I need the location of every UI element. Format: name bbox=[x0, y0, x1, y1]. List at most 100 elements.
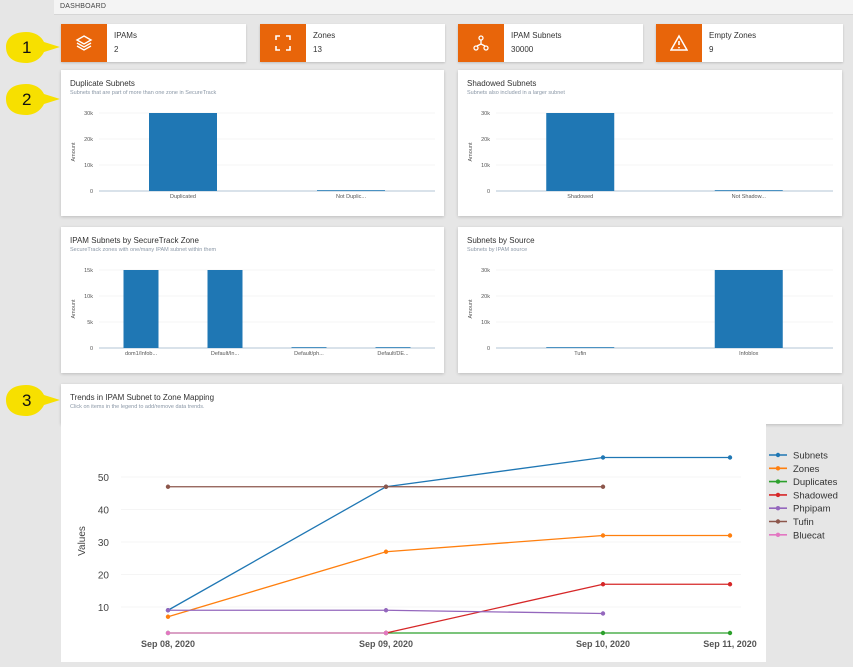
x-tick-label: Duplicated bbox=[170, 194, 196, 200]
y-tick-label: 20k bbox=[481, 294, 490, 300]
y-tick-label: 0 bbox=[487, 189, 490, 195]
data-point bbox=[383, 608, 389, 613]
tile-icon-box bbox=[260, 24, 306, 62]
tile-label: Empty Zones bbox=[709, 31, 757, 40]
y-tick-label: 10k bbox=[481, 163, 490, 169]
legend-marker[interactable] bbox=[775, 466, 781, 471]
y-tick-label: 30 bbox=[98, 538, 110, 549]
y-tick-label: 30k bbox=[481, 111, 490, 117]
y-tick-label: 10k bbox=[84, 163, 93, 169]
zone-frame-icon bbox=[275, 35, 291, 51]
tile-value: 30000 bbox=[511, 45, 534, 54]
y-tick-label: 15k bbox=[84, 268, 93, 274]
x-tick-label: Tufin bbox=[574, 351, 586, 357]
y-axis-label: Amount bbox=[71, 142, 77, 161]
legend-label[interactable]: Subnets bbox=[793, 451, 828, 462]
data-point bbox=[727, 455, 733, 460]
data-point bbox=[727, 533, 733, 538]
y-tick-label: 5k bbox=[87, 320, 93, 326]
y-tick-label: 20k bbox=[481, 137, 490, 143]
legend-label[interactable]: Bluecat bbox=[793, 530, 825, 541]
bar bbox=[375, 347, 411, 348]
tile-ipams[interactable]: IPAMs 2 bbox=[61, 24, 246, 62]
card-title: Duplicate Subnets bbox=[70, 79, 135, 88]
legend[interactable]: Subnets Zones Duplicates Shadowed Phpipam Tuf… bbox=[765, 449, 853, 549]
subnets-by-zone-chart: 0 5k 10k 15k Amount dom1/Infob... Default/In..… bbox=[71, 268, 435, 357]
data-point bbox=[383, 484, 389, 489]
series-line-zones bbox=[167, 534, 730, 618]
legend-label[interactable]: Zones bbox=[793, 464, 820, 475]
y-tick-label: 30k bbox=[84, 111, 93, 117]
data-point bbox=[600, 630, 606, 636]
callout-number: 1 bbox=[22, 38, 32, 57]
card-duplicate-subnets: Duplicate Subnets Subnets that are part … bbox=[61, 70, 444, 216]
layers-icon bbox=[75, 35, 93, 51]
data-point bbox=[383, 630, 389, 636]
subnets-by-source-chart: 0 10k 20k 30k Amount Tufin Infoblox bbox=[468, 268, 833, 357]
legend-svg[interactable]: Subnets Zones Duplicates Shadowed Phpipam Tuf… bbox=[765, 449, 853, 549]
duplicate-subnets-chart: 0 10k 20k 30k Amount Duplicated Not Duplic... bbox=[71, 111, 435, 200]
data-point bbox=[600, 533, 606, 538]
tile-label: IPAM Subnets bbox=[511, 31, 562, 40]
legend-marker[interactable] bbox=[775, 492, 781, 498]
card-subnets-by-zone: IPAM Subnets by SecureTrack Zone SecureT… bbox=[61, 227, 444, 373]
tile-icon-box bbox=[656, 24, 702, 62]
tile-ipam-subnets[interactable]: IPAM Subnets 30000 bbox=[458, 24, 643, 62]
bar bbox=[317, 190, 385, 191]
card-title: Trends in IPAM Subnet to Zone Mapping bbox=[70, 393, 215, 402]
bar bbox=[207, 270, 243, 348]
legend-marker[interactable] bbox=[775, 532, 781, 537]
x-tick-label: Default/DE... bbox=[377, 351, 409, 357]
y-tick-label: 30k bbox=[481, 268, 490, 274]
legend-marker[interactable] bbox=[775, 452, 781, 458]
legend-label[interactable]: Shadowed bbox=[793, 490, 838, 501]
tile-empty-zones[interactable]: Empty Zones 9 bbox=[656, 24, 843, 62]
card-trends: Trends in IPAM Subnet to Zone Mapping Cl… bbox=[61, 384, 842, 424]
data-point bbox=[600, 582, 606, 587]
trends-line-chart: 10 20 30 40 50 Values Sep 08, 2020 Sep 09, 2020… bbox=[77, 455, 757, 649]
card-subnets-by-source: Subnets by Source Subnets by IPAM source… bbox=[458, 227, 842, 373]
y-axis-label: Values bbox=[77, 526, 88, 556]
data-point bbox=[165, 614, 171, 619]
bar bbox=[714, 270, 783, 348]
page-title: DASHBOARD bbox=[60, 3, 107, 10]
y-tick-label: 20k bbox=[84, 137, 93, 143]
y-tick-label: 40 bbox=[98, 506, 110, 517]
bar bbox=[149, 113, 217, 191]
data-point bbox=[727, 630, 733, 636]
legend-label[interactable]: Phpipam bbox=[793, 504, 831, 515]
x-tick-label: Infoblox bbox=[739, 351, 759, 357]
data-point bbox=[727, 582, 733, 587]
x-tick-label: Shadowed bbox=[567, 194, 593, 200]
card-title: Shadowed Subnets bbox=[467, 79, 537, 88]
card-shadowed-subnets: Shadowed Subnets Subnets also included i… bbox=[458, 70, 842, 216]
card-title: IPAM Subnets by SecureTrack Zone bbox=[70, 236, 199, 245]
tile-icon-box bbox=[458, 24, 504, 62]
legend-marker[interactable] bbox=[775, 479, 781, 484]
x-tick-label: Not Shadow... bbox=[732, 194, 767, 200]
top-bar: DASHBOARD bbox=[54, 0, 853, 15]
y-tick-label: 0 bbox=[90, 189, 93, 195]
x-tick-label: Not Duplic... bbox=[336, 194, 366, 200]
card-subtitle: SecureTrack zones with one/many IPAM sub… bbox=[70, 247, 217, 253]
legend-label[interactable]: Tufin bbox=[793, 517, 814, 528]
data-point bbox=[600, 611, 606, 616]
y-tick-label: 0 bbox=[487, 346, 490, 352]
card-subtitle: Subnets by IPAM source bbox=[467, 247, 528, 253]
x-tick-label: Sep 09, 2020 bbox=[359, 639, 413, 649]
series-line-subnets bbox=[167, 456, 730, 611]
tile-zones[interactable]: Zones 13 bbox=[260, 24, 445, 62]
shadowed-subnets-chart: 0 10k 20k 30k Amount Shadowed Not Shadow... bbox=[468, 111, 833, 200]
x-tick-label: Sep 10, 2020 bbox=[576, 639, 630, 649]
bar bbox=[123, 270, 159, 348]
data-point bbox=[165, 608, 171, 613]
y-tick-label: 10k bbox=[481, 320, 490, 326]
y-tick-label: 10k bbox=[84, 294, 93, 300]
bar bbox=[714, 190, 783, 191]
legend-marker[interactable] bbox=[775, 519, 781, 524]
y-tick-label: 50 bbox=[98, 473, 110, 484]
legend-label[interactable]: Duplicates bbox=[793, 477, 838, 488]
legend-marker[interactable] bbox=[775, 506, 781, 511]
bar bbox=[291, 347, 327, 348]
card-subtitle: Click on items in the legend to add/remo… bbox=[70, 404, 205, 410]
